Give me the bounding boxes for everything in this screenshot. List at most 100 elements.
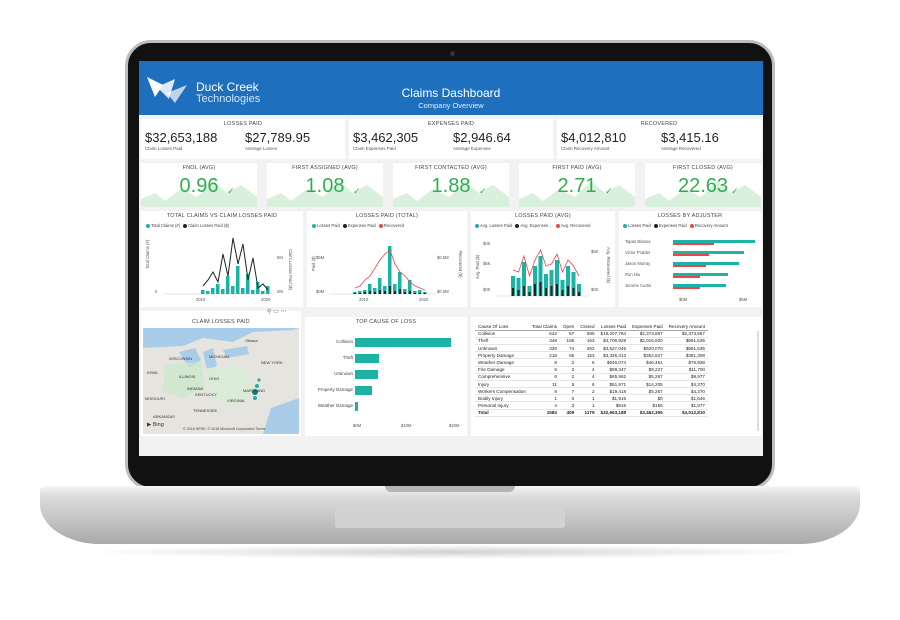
bar bbox=[398, 272, 402, 294]
table-cell: $520,070 bbox=[629, 344, 666, 353]
check-icon: ✓ bbox=[731, 186, 739, 196]
table-cell: 2 bbox=[559, 366, 578, 374]
table-cell: 642 bbox=[528, 330, 560, 338]
table-cell: $4,370 bbox=[665, 380, 708, 389]
map-label: IOWA bbox=[147, 370, 158, 375]
recovered-card[interactable]: RECOVERED $4,012,810 Claim Recovery Amou… bbox=[557, 119, 761, 159]
expenses-paid-card[interactable]: EXPENSES PAID $3,462,305 Claim Expenses … bbox=[349, 119, 553, 159]
visual-options-icon[interactable]: ⚲ ▭ ⋯ bbox=[267, 309, 287, 315]
bar bbox=[378, 278, 382, 294]
claim-losses-map[interactable]: ⚲ ▭ ⋯ CLAIM LOSSES PAID Ottawa WISCONSIN… bbox=[141, 309, 301, 436]
bar bbox=[538, 256, 543, 296]
bar bbox=[567, 286, 569, 296]
table-header-row: Cause Of Loss Total Claims Open Closed Losse… bbox=[475, 323, 708, 331]
y-tick-left: $5K bbox=[483, 261, 491, 266]
y-tick-right-top: 5M bbox=[277, 255, 283, 260]
table-cell: $1,977 bbox=[665, 401, 708, 410]
column-header[interactable]: Open bbox=[559, 323, 578, 331]
map-label: ILLINOIS bbox=[179, 374, 196, 379]
column-header[interactable]: Total Claims bbox=[528, 323, 560, 331]
x-tick: 2020 bbox=[261, 297, 271, 302]
column-header[interactable]: Recovery Amount bbox=[665, 323, 708, 331]
check-icon: ✓ bbox=[605, 186, 613, 196]
bar bbox=[511, 276, 515, 296]
y-tick-right-top: $0.5M bbox=[437, 255, 449, 260]
bar bbox=[358, 291, 362, 294]
table-cell: $915 bbox=[597, 401, 630, 410]
kpi-card[interactable]: FNOL (AVG) 0.96 ✓ bbox=[141, 163, 257, 207]
table-cell: 0 bbox=[559, 394, 578, 403]
losses-paid-total-chart[interactable]: LOSSES PAID (TOTAL) Losses Paid Expenses … bbox=[307, 211, 467, 307]
table-cell: $2,016,920 bbox=[629, 337, 666, 345]
table-scrollbar[interactable] bbox=[757, 331, 759, 431]
table-row[interactable]: Bodily Injury 1 0 1 $1,915 $0 $1,646 bbox=[475, 394, 708, 403]
bar bbox=[354, 293, 356, 294]
table-row[interactable]: Theft 348 185 163 $4,709,929 $2,016,920 $591,5… bbox=[475, 337, 708, 345]
cause-of-loss-table[interactable]: Cause Of Loss Total Claims Open Closed Losse… bbox=[471, 317, 761, 436]
y-axis-right-label: Avg. Recovered ($) bbox=[606, 247, 611, 283]
table-row[interactable]: Injury 11 5 6 $51,971 $14,205 $4,370 bbox=[475, 380, 708, 389]
card-total: $4,012,810 bbox=[561, 130, 627, 145]
table-total-row: Total 1584 409 1175 $32,653,188 $3,462,305 $4,… bbox=[475, 408, 708, 417]
laptop-notch bbox=[385, 486, 515, 492]
table-row[interactable]: Collision 642 57 585 $19,207,784 $2,373,867 $2… bbox=[475, 330, 708, 338]
table-row[interactable]: Weather Damage 8 2 6 $646,074 $46,451 $76,938 bbox=[475, 358, 708, 367]
map-canvas[interactable]: Ottawa WISCONSIN MICHIGAN OHIO ILLINOIS … bbox=[143, 328, 299, 434]
bar bbox=[373, 288, 377, 294]
kpi-value: 22.63 bbox=[677, 175, 729, 197]
bar bbox=[393, 284, 397, 294]
column-header[interactable]: Losses Paid bbox=[597, 323, 630, 331]
table-cell: 185 bbox=[559, 337, 578, 345]
top-cause-of-loss-chart[interactable]: TOP CAUSE OF LOSS $0M $10M $20M Collisio… bbox=[305, 317, 467, 436]
total-cell: 409 bbox=[559, 408, 578, 417]
cause-bar bbox=[355, 386, 372, 395]
dashboard-screen: Duck Creek Technologies Claims Dashboard… bbox=[139, 61, 763, 456]
table-row[interactable]: Fire Damage 6 2 4 $89,347 $9,227 $11,700 bbox=[475, 366, 708, 374]
table-cell: $76,938 bbox=[665, 358, 708, 367]
losses-paid-card[interactable]: LOSSES PAID $32,653,188 Claim Losses Pai… bbox=[141, 119, 345, 159]
x-tick: 2020 bbox=[419, 297, 429, 302]
table-cell: 1 bbox=[577, 394, 598, 403]
y-tick-right-bottom: $0.0M bbox=[437, 289, 449, 294]
table-cell: $9,227 bbox=[629, 366, 666, 374]
losses-paid-avg-chart[interactable]: LOSSES PAID (AVG) Avg. Losses Paid Avg. E… bbox=[471, 211, 615, 307]
map-label: MICHIGAN bbox=[209, 354, 229, 359]
kpi-card[interactable]: FIRST ASSIGNED (AVG) 1.08 ✓ bbox=[267, 163, 383, 207]
category-label: Unknown bbox=[334, 371, 353, 376]
bar bbox=[534, 284, 536, 296]
map-title: CLAIM LOSSES PAID bbox=[192, 319, 250, 325]
legend-label: Avg. Recovered bbox=[560, 223, 591, 228]
card-average-label: Average Losses bbox=[245, 146, 278, 151]
bar bbox=[522, 262, 526, 296]
table-row[interactable]: Personal Injury 4 3 1 $915 $156 $1,977 bbox=[475, 401, 708, 410]
column-header[interactable]: Closed bbox=[577, 323, 598, 331]
table-cell: 65 bbox=[559, 351, 578, 360]
table-row[interactable]: Workers Compensation 9 7 2 $19,418 $5,267 $4,3… bbox=[475, 387, 708, 396]
total-cell: $3,462,305 bbox=[629, 408, 666, 417]
legend-swatch bbox=[555, 223, 560, 228]
column-header[interactable]: Expenses Paid bbox=[629, 323, 666, 331]
card-average: $27,789.95 bbox=[245, 130, 311, 145]
bar bbox=[216, 284, 220, 294]
losses-by-adjuster-chart[interactable]: LOSSES BY ADJUSTER Losses Paid Expenses P… bbox=[619, 211, 761, 307]
table-cell: 163 bbox=[577, 337, 598, 345]
bar bbox=[572, 288, 575, 296]
kpi-card[interactable]: FIRST CONTACTED (AVG) 1.88 ✓ bbox=[393, 163, 509, 207]
table-cell: $14,205 bbox=[629, 380, 666, 389]
losses-paid-plot bbox=[329, 246, 435, 295]
column-header[interactable]: Cause Of Loss bbox=[475, 323, 529, 331]
kpi-title: FIRST CONTACTED (AVG) bbox=[415, 165, 487, 171]
kpi-card[interactable]: FIRST CLOSED (AVG) 22.63 ✓ bbox=[645, 163, 761, 207]
x-tick: $5M bbox=[739, 297, 748, 302]
y-tick-left-top: $5M bbox=[316, 255, 325, 260]
total-claims-vs-losses-chart[interactable]: TOTAL CLAIMS VS CLAIM LOSSES PAID Total … bbox=[141, 211, 303, 307]
legend-label: Losses Paid bbox=[628, 223, 651, 228]
table-cell: Workers Compensation bbox=[475, 387, 529, 396]
kpi-card[interactable]: FIRST PAID (AVG) 2.71 ✓ bbox=[519, 163, 635, 207]
table-row[interactable]: Comprehensive 6 2 4 $65,962 $5,267 $9,977 bbox=[475, 373, 708, 381]
table-row[interactable]: Unknown 326 74 252 $4,527,045 $520,070 $591,53… bbox=[475, 344, 708, 353]
table-row[interactable]: Property Damage 218 65 153 $3,325,313 $352,62… bbox=[475, 351, 708, 360]
table-cell: $0 bbox=[629, 394, 666, 403]
adjuster-bar-recovery bbox=[673, 276, 701, 278]
table-cell: $352,627 bbox=[629, 351, 666, 360]
